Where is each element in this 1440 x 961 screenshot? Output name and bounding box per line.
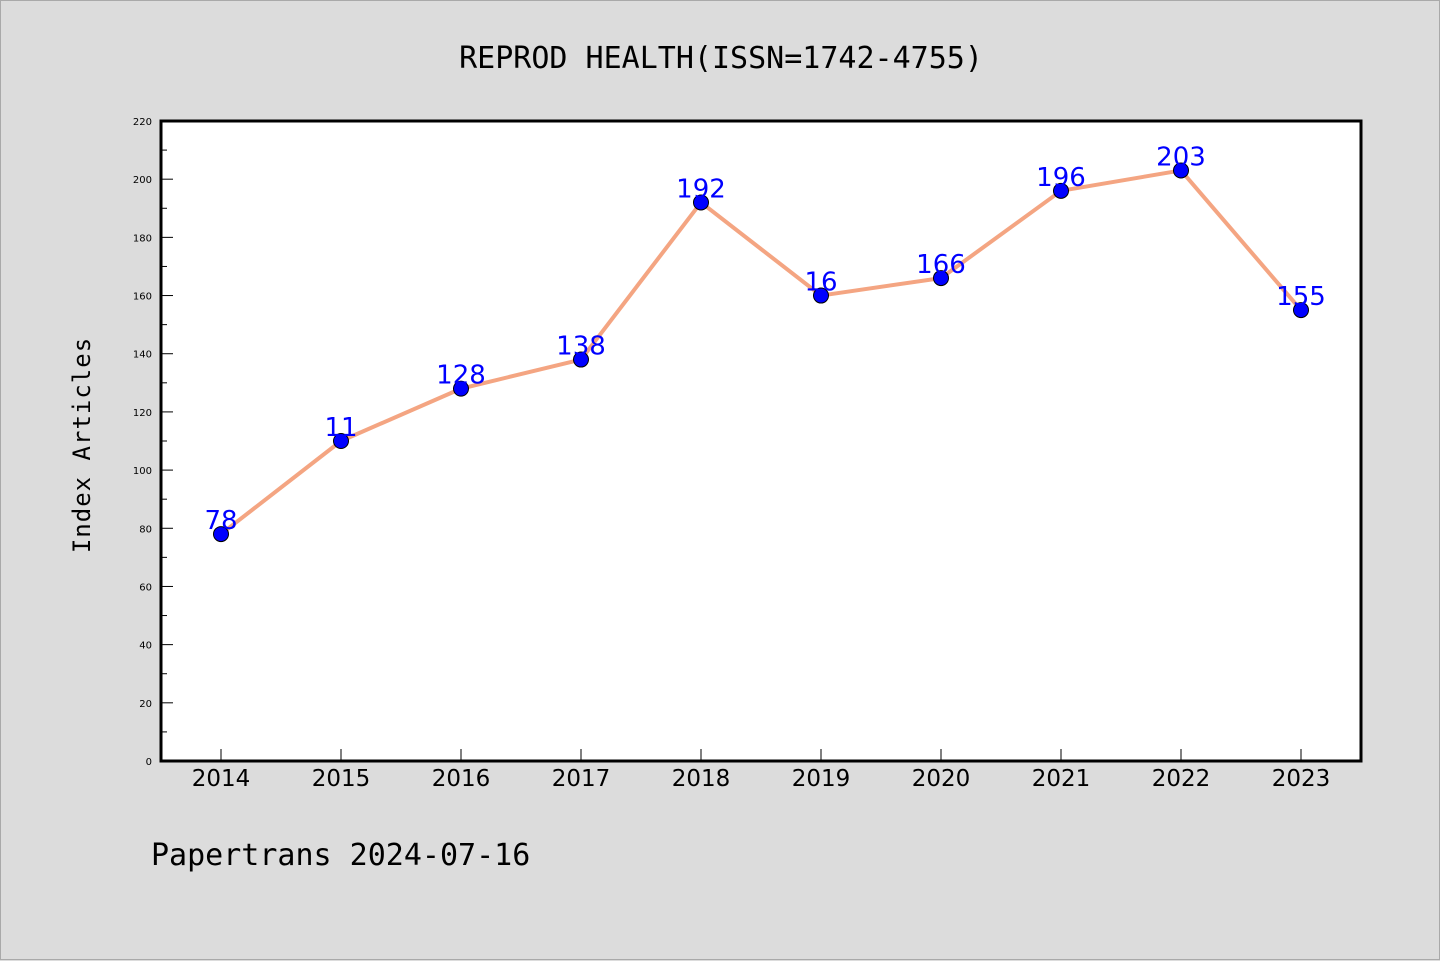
data-label: 11 [324,413,357,443]
data-label: 203 [1156,142,1206,172]
x-tick-label: 2019 [792,766,851,792]
y-tick-label: 0 [146,757,152,768]
x-tick-label: 2018 [672,766,731,792]
x-tick-label: 2016 [432,766,491,792]
x-tick-label: 2023 [1272,766,1331,792]
y-tick-label: 160 [133,292,152,303]
x-tick-label: 2014 [192,766,251,792]
y-tick-label: 180 [133,233,152,244]
y-tick-label: 60 [139,582,152,593]
y-tick-label: 140 [133,350,152,361]
footer-text: Papertrans 2024-07-16 [151,838,530,873]
data-label: 138 [556,332,606,362]
data-label: 192 [676,174,726,204]
data-label: 128 [436,361,486,391]
x-tick-label: 2015 [312,766,371,792]
x-tick-label: 2017 [552,766,611,792]
data-label: 78 [204,506,237,536]
y-tick-label: 80 [139,524,152,535]
y-axis-label: Index Articles [68,337,96,553]
y-tick-label: 40 [139,641,152,652]
x-tick-label: 2020 [912,766,971,792]
x-tick-label: 2021 [1032,766,1091,792]
data-label: 155 [1276,282,1326,312]
y-tick-label: 200 [133,175,152,186]
y-tick-label: 100 [133,466,152,477]
y-tick-label: 120 [133,408,152,419]
data-label: 166 [916,250,966,280]
y-tick-label: 20 [139,699,152,710]
y-tick-label: 220 [133,117,152,128]
data-label: 196 [1036,163,1086,193]
chart-title: REPROD HEALTH(ISSN=1742-4755) [459,41,983,76]
x-tick-label: 2022 [1152,766,1211,792]
data-label: 16 [804,268,837,298]
